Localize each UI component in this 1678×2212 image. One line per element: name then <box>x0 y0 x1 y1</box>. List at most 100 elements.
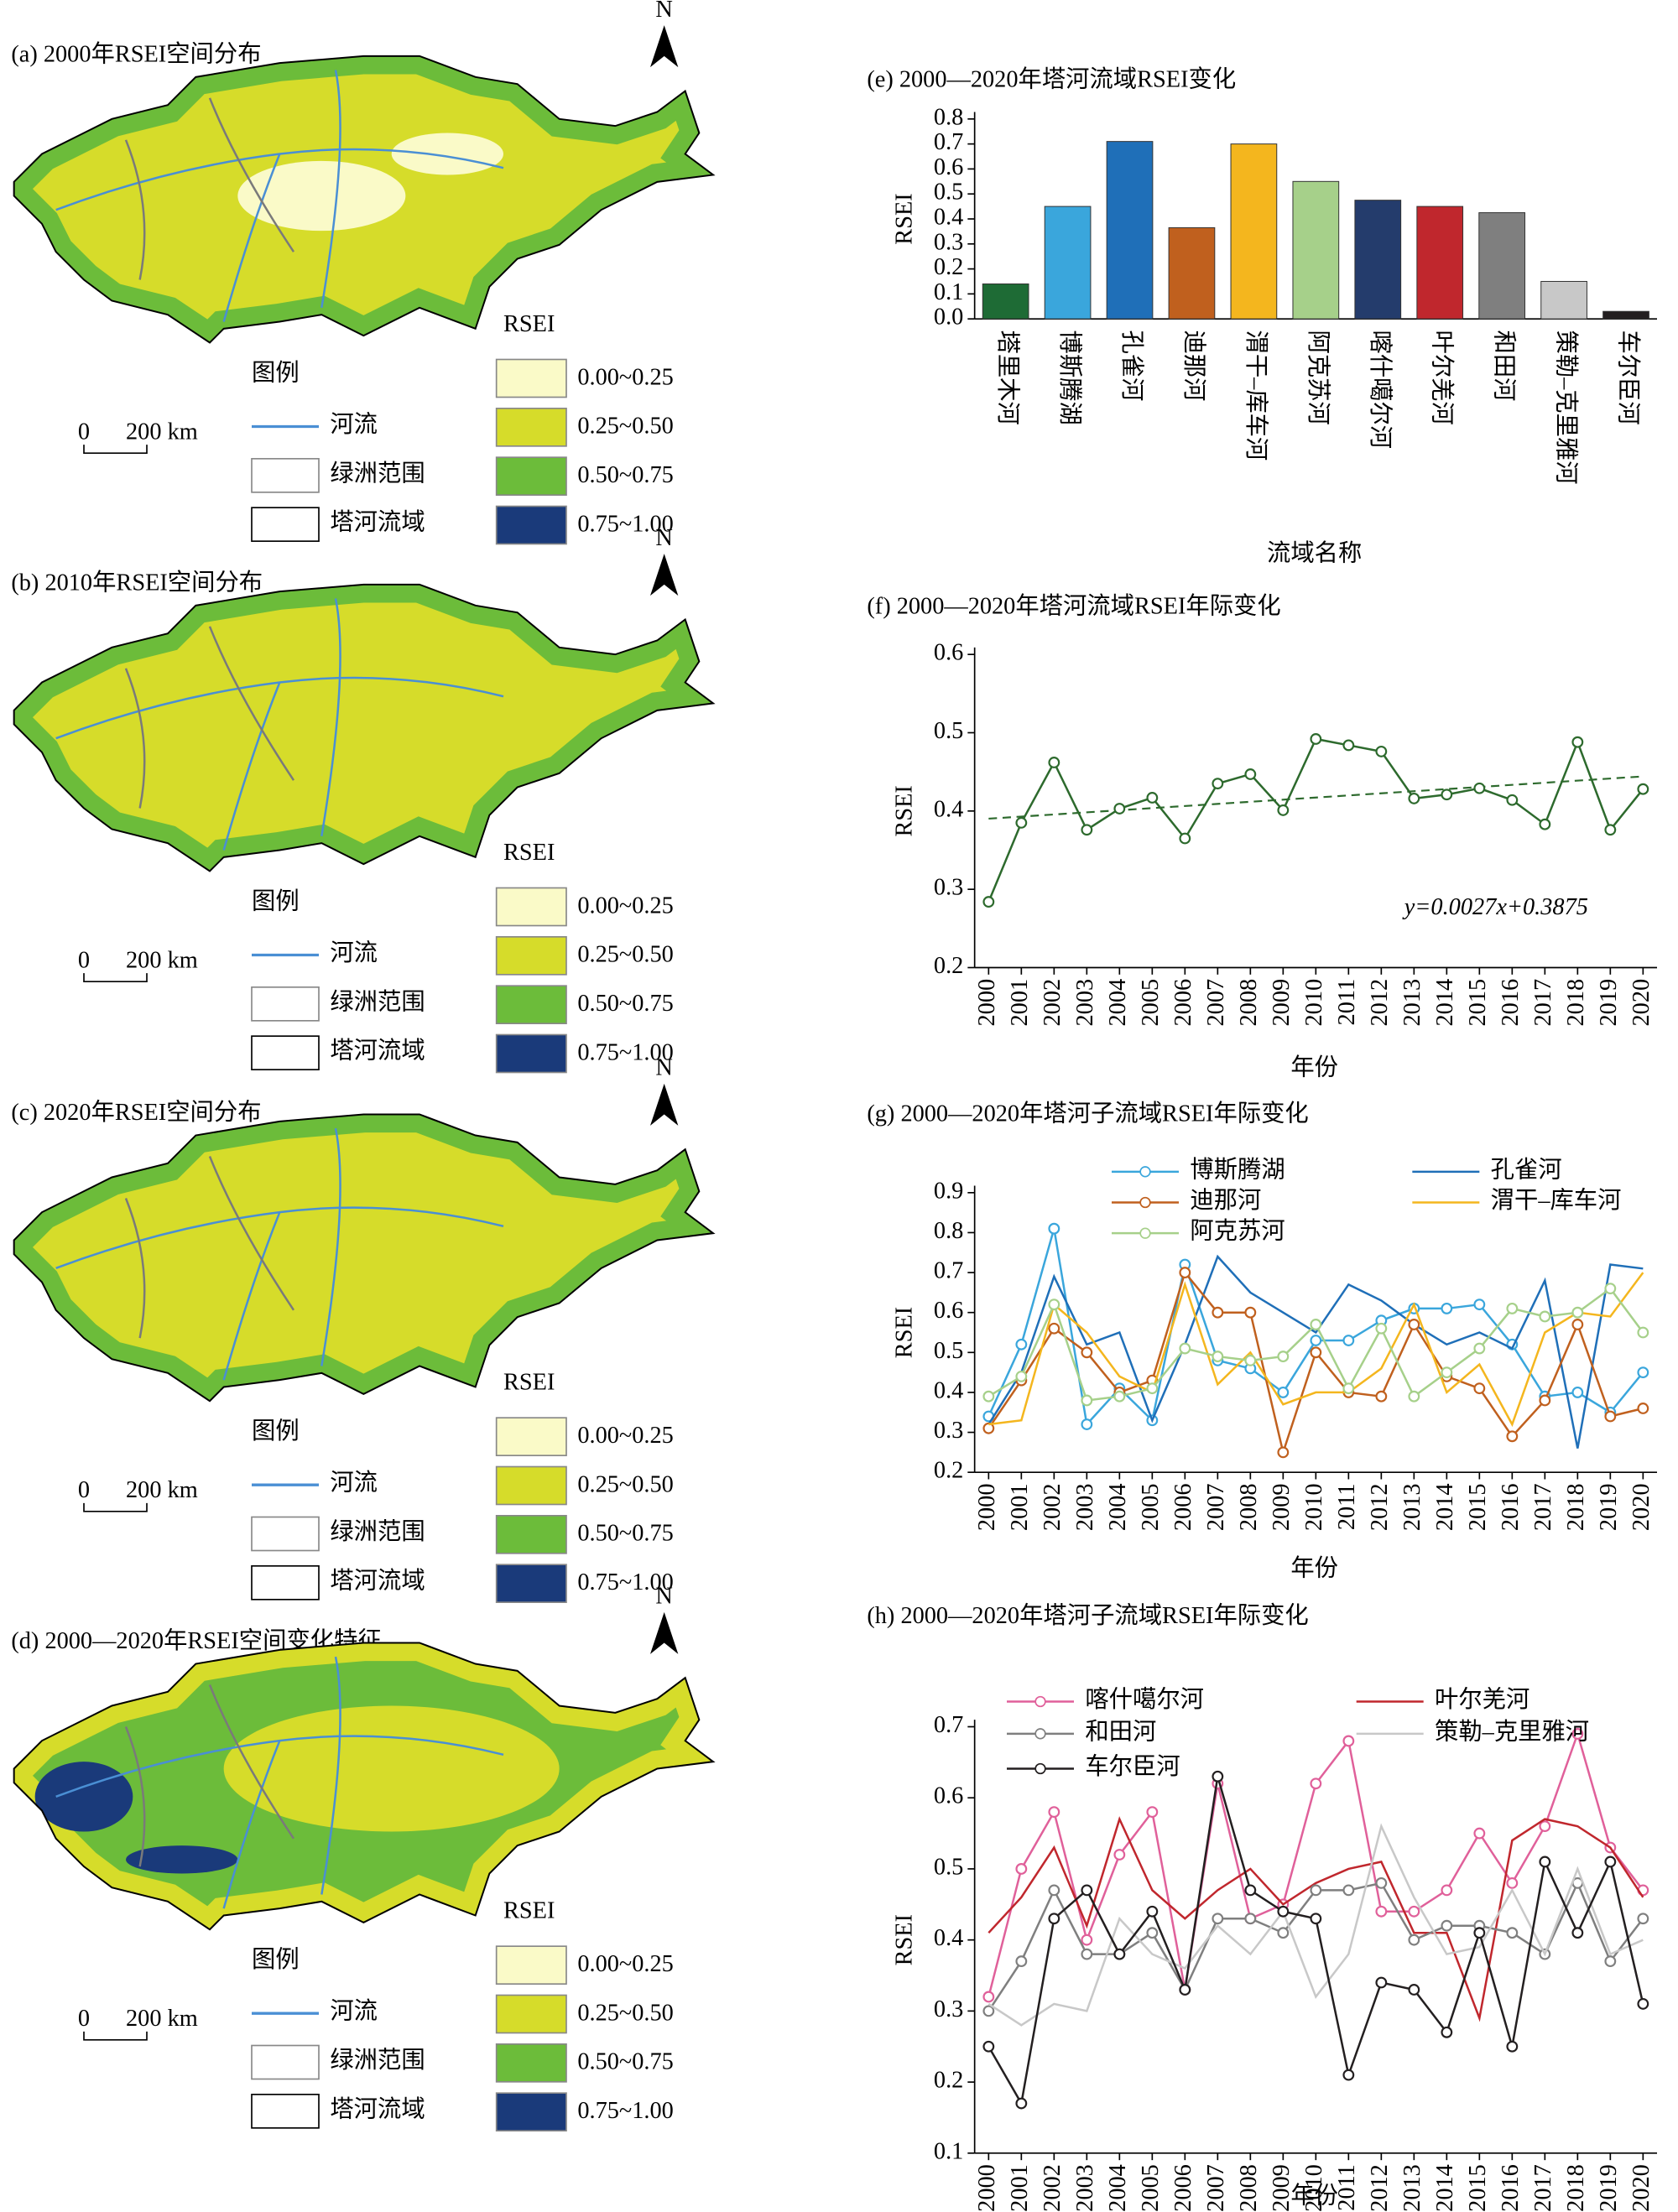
x-tick-label: 喀什噶尔河 <box>1367 330 1394 450</box>
bar <box>1106 141 1154 320</box>
point <box>1506 794 1519 806</box>
x-tick-label: 2019 <box>1596 1484 1622 1532</box>
x-axis-label: 流域名称 <box>1267 539 1362 566</box>
y-tick-label: 0.5 <box>934 1854 963 1880</box>
chart-title: (e) 2000—2020年塔河流域RSEI变化 <box>867 65 1236 92</box>
point <box>1146 792 1159 804</box>
rsei-swatch <box>495 1515 567 1554</box>
basin-outline <box>13 1113 716 1403</box>
river <box>222 682 281 851</box>
point <box>1244 1913 1257 1925</box>
y-tick-label: 0.6 <box>934 1783 963 1809</box>
point <box>1375 1390 1388 1403</box>
x-tick-label: 2004 <box>1105 979 1131 1027</box>
point <box>1277 804 1290 816</box>
point <box>1081 1884 1093 1897</box>
x-axis-label: 年份 <box>1290 1054 1338 1081</box>
y-tick-label: 0.0 <box>934 304 963 330</box>
x-tick-label: 2012 <box>1367 1484 1393 1532</box>
x-tick-label: 2016 <box>1498 1483 1524 1531</box>
x-tick-label: 2017 <box>1530 2164 1556 2212</box>
point <box>1342 1335 1355 1346</box>
point <box>1473 1342 1486 1355</box>
y-tick-label: 0.4 <box>934 796 963 822</box>
river <box>124 139 146 280</box>
x-tick-label: 2013 <box>1399 1484 1425 1532</box>
legend-item: 河流 <box>330 939 378 966</box>
point <box>1310 1319 1322 1330</box>
rsei-swatch <box>495 408 567 447</box>
legend-oasis <box>251 986 320 1022</box>
point <box>1048 1913 1060 1925</box>
rsei-class-label: 0.75~1.00 <box>577 1569 673 1595</box>
legend-label: 车尔臣河 <box>1085 1753 1180 1780</box>
point <box>1637 1366 1649 1379</box>
series-line <box>988 1272 1644 1428</box>
series-line <box>988 1816 1644 2022</box>
rsei-class-label: 0.00~0.25 <box>577 364 673 390</box>
point <box>1342 739 1355 752</box>
x-tick-label: 2011 <box>1334 2164 1360 2211</box>
point <box>1212 1351 1224 1362</box>
x-tick-label: 2003 <box>1072 2164 1098 2212</box>
x-tick-label: 2002 <box>1040 979 1066 1027</box>
point <box>1212 1306 1224 1319</box>
point <box>1081 1394 1093 1407</box>
bar <box>1540 280 1587 320</box>
point <box>1048 1806 1060 1819</box>
point <box>1408 1905 1420 1918</box>
rsei-swatch <box>495 505 567 545</box>
patch <box>126 1845 238 1874</box>
point <box>1473 1927 1486 1939</box>
point <box>1277 1446 1290 1459</box>
point <box>1506 1430 1519 1443</box>
x-tick-label: 2008 <box>1236 979 1262 1027</box>
rsei-swatch <box>495 358 567 398</box>
river <box>208 97 295 252</box>
point <box>982 1390 995 1403</box>
scale-label: 200 km <box>126 419 198 445</box>
rsei-swatch <box>495 1994 567 2034</box>
point <box>1441 2026 1453 2038</box>
scale-bar <box>83 1502 148 1512</box>
scale-label: 200 km <box>126 947 198 973</box>
x-tick-label: 2002 <box>1040 1484 1066 1532</box>
bar <box>1354 200 1402 320</box>
scale-zero: 0 <box>78 419 90 445</box>
point <box>1408 1984 1420 1996</box>
x-tick-label: 2003 <box>1072 979 1098 1027</box>
point <box>1637 1998 1649 2010</box>
legend-item: 塔河流域 <box>330 1038 425 1064</box>
rsei-class-label: 0.25~0.50 <box>577 2000 673 2026</box>
point <box>1179 1342 1191 1355</box>
x-tick-label: 孔雀河 <box>1118 330 1145 402</box>
y-tick-label: 0.2 <box>934 1458 963 1484</box>
x-tick-label: 2009 <box>1269 979 1295 1027</box>
point <box>1441 1366 1453 1379</box>
x-tick-label: 2004 <box>1105 2164 1131 2212</box>
y-tick-label: 0.3 <box>934 875 963 901</box>
point <box>1081 1948 1093 1960</box>
north-label: N <box>655 1584 672 1610</box>
x-tick-label: 2004 <box>1105 1484 1131 1532</box>
legend-title: 图例 <box>252 1946 300 1973</box>
legend-oasis <box>251 1516 320 1552</box>
y-tick-label: 0.6 <box>934 640 963 666</box>
point <box>1310 1335 1322 1346</box>
x-tick-label: 2012 <box>1367 2164 1393 2212</box>
x-tick-label: 2005 <box>1138 979 1164 1027</box>
point <box>1113 1390 1126 1403</box>
point <box>1015 1370 1028 1382</box>
x-tick-label: 2014 <box>1432 979 1458 1027</box>
rsei-class-label: 0.25~0.50 <box>577 414 673 440</box>
legend-item: 塔河流域 <box>330 1567 425 1594</box>
river <box>124 1198 146 1339</box>
point <box>1441 1884 1453 1897</box>
scale-zero: 0 <box>78 2006 90 2032</box>
legend-oasis <box>251 2044 320 2080</box>
legend-item: 河流 <box>330 1998 378 2025</box>
x-tick-label: 2005 <box>1138 1484 1164 1532</box>
x-tick-label: 阿克苏河 <box>1305 330 1331 425</box>
bar <box>1416 206 1464 320</box>
